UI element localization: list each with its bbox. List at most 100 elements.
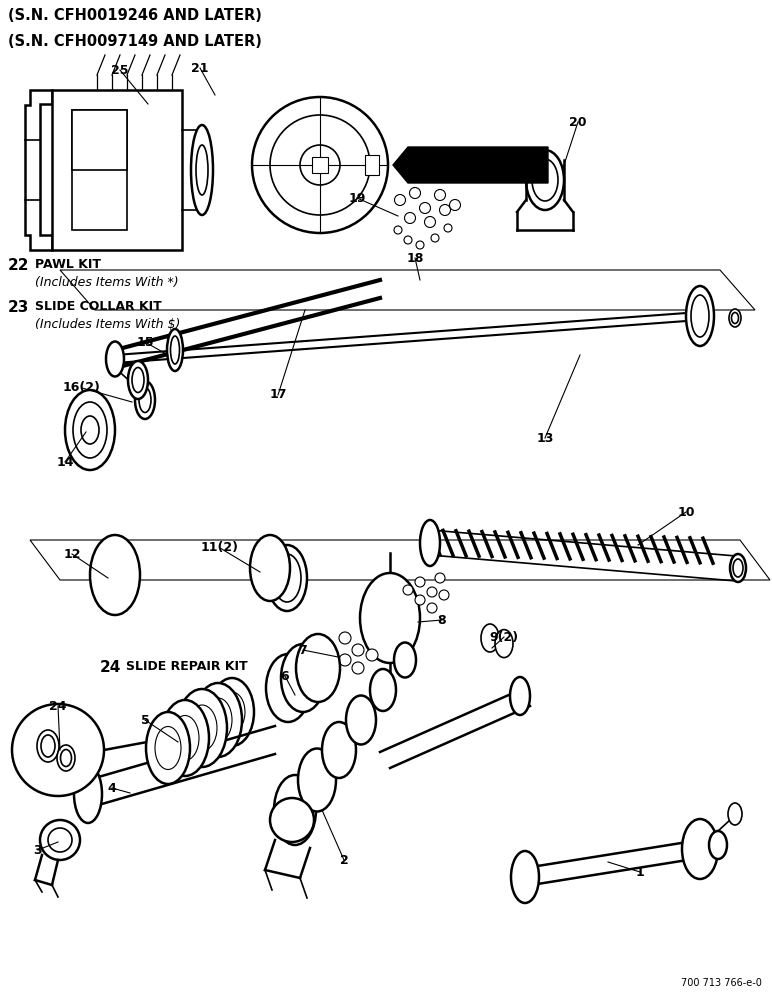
Ellipse shape (495, 630, 513, 658)
Circle shape (252, 97, 388, 233)
Text: 14: 14 (56, 456, 74, 468)
Text: 10: 10 (677, 506, 695, 518)
Text: 11(2): 11(2) (201, 542, 239, 554)
Ellipse shape (41, 735, 55, 757)
Ellipse shape (267, 545, 307, 611)
Circle shape (352, 644, 364, 656)
Ellipse shape (132, 367, 144, 392)
Circle shape (339, 654, 351, 666)
Ellipse shape (74, 765, 102, 823)
Ellipse shape (155, 726, 181, 770)
Ellipse shape (274, 775, 316, 845)
Ellipse shape (303, 644, 333, 692)
Ellipse shape (686, 286, 714, 346)
Circle shape (425, 217, 435, 228)
Text: 700 713 766-e-0: 700 713 766-e-0 (681, 978, 762, 988)
Text: 12: 12 (63, 548, 81, 560)
Text: 4: 4 (107, 782, 117, 794)
Ellipse shape (196, 145, 208, 195)
Ellipse shape (167, 329, 183, 371)
Text: (Includes Items With $): (Includes Items With $) (35, 318, 181, 331)
Ellipse shape (266, 654, 310, 722)
Ellipse shape (187, 705, 217, 751)
Circle shape (40, 820, 80, 860)
Ellipse shape (177, 689, 227, 767)
Ellipse shape (420, 520, 440, 566)
Circle shape (352, 662, 364, 674)
Ellipse shape (360, 573, 420, 663)
Circle shape (444, 224, 452, 232)
Ellipse shape (288, 654, 318, 702)
Circle shape (439, 205, 451, 216)
Text: SLIDE REPAIR KIT: SLIDE REPAIR KIT (126, 660, 248, 673)
Ellipse shape (219, 692, 245, 732)
Ellipse shape (281, 644, 325, 712)
Circle shape (439, 590, 449, 600)
Ellipse shape (210, 678, 254, 746)
Ellipse shape (296, 634, 340, 702)
Circle shape (419, 202, 431, 214)
Text: 18: 18 (406, 251, 424, 264)
Bar (72, 110, 127, 170)
Ellipse shape (346, 696, 376, 744)
Text: 22: 22 (8, 258, 29, 273)
Text: 19: 19 (348, 192, 366, 205)
Ellipse shape (171, 716, 199, 760)
Ellipse shape (285, 792, 306, 828)
Ellipse shape (273, 664, 303, 712)
Text: (Includes Items With *): (Includes Items With *) (35, 276, 178, 289)
Ellipse shape (65, 390, 115, 470)
Circle shape (405, 213, 415, 224)
Ellipse shape (204, 698, 232, 742)
Text: 7: 7 (299, 644, 307, 656)
Ellipse shape (60, 750, 72, 766)
Ellipse shape (273, 554, 301, 602)
Text: 23: 23 (8, 300, 29, 315)
Ellipse shape (728, 803, 742, 825)
Ellipse shape (732, 312, 739, 324)
Ellipse shape (526, 150, 564, 210)
Ellipse shape (139, 387, 151, 412)
Circle shape (415, 595, 425, 605)
Text: 2: 2 (340, 854, 348, 866)
Ellipse shape (394, 643, 416, 678)
Circle shape (427, 587, 437, 597)
Circle shape (404, 236, 412, 244)
Ellipse shape (250, 535, 290, 601)
Ellipse shape (106, 560, 124, 590)
Polygon shape (393, 147, 548, 183)
Ellipse shape (106, 342, 124, 376)
Ellipse shape (682, 819, 718, 879)
Text: 20: 20 (569, 115, 587, 128)
Ellipse shape (298, 748, 336, 812)
Circle shape (431, 234, 439, 242)
Ellipse shape (370, 669, 396, 711)
Ellipse shape (733, 559, 743, 577)
Text: 5: 5 (141, 714, 149, 726)
Ellipse shape (368, 584, 412, 652)
Ellipse shape (378, 600, 402, 636)
Circle shape (409, 188, 421, 198)
Text: 21: 21 (191, 62, 208, 75)
Ellipse shape (37, 730, 59, 762)
Ellipse shape (354, 708, 368, 732)
Circle shape (12, 704, 104, 796)
Ellipse shape (135, 381, 155, 419)
Ellipse shape (322, 722, 356, 778)
Circle shape (427, 603, 437, 613)
Text: 24: 24 (49, 700, 66, 712)
Text: 15: 15 (136, 336, 154, 349)
Bar (365, 155, 379, 175)
Ellipse shape (481, 624, 499, 652)
Ellipse shape (161, 700, 209, 776)
Ellipse shape (73, 402, 107, 458)
Ellipse shape (171, 336, 180, 364)
Circle shape (435, 573, 445, 583)
Ellipse shape (194, 683, 242, 757)
Circle shape (415, 577, 425, 587)
Circle shape (403, 585, 413, 595)
Ellipse shape (307, 764, 327, 796)
Polygon shape (25, 90, 52, 250)
Circle shape (300, 145, 340, 185)
Text: PAWL KIT: PAWL KIT (35, 258, 101, 271)
